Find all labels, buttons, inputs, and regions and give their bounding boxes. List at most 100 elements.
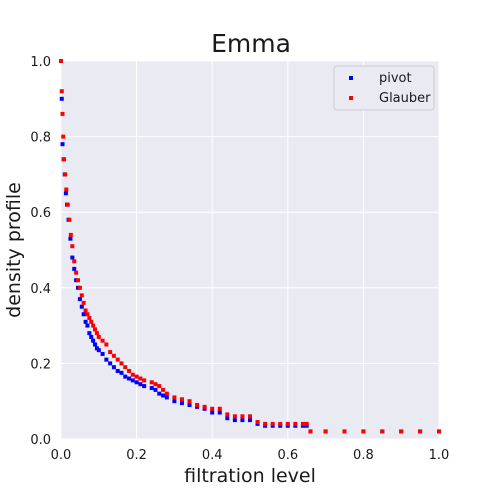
data-point: [72, 266, 77, 271]
data-point: [62, 157, 67, 162]
data-point: [81, 312, 86, 317]
data-point: [232, 418, 237, 423]
data-point: [79, 293, 84, 298]
data-point: [68, 236, 73, 241]
data-point: [157, 391, 162, 396]
data-point: [225, 416, 230, 421]
data-point: [437, 429, 441, 434]
data-point: [94, 331, 99, 336]
data-point: [130, 372, 135, 377]
data-point: [85, 312, 90, 317]
data-point: [123, 374, 128, 379]
data-point: [91, 323, 96, 328]
data-point: [217, 410, 222, 415]
data-point: [89, 319, 94, 324]
data-point: [300, 421, 305, 426]
data-point: [142, 378, 147, 383]
data-point: [60, 142, 65, 147]
data-point: [240, 414, 245, 419]
data-point: [127, 368, 132, 373]
data-point: [240, 418, 245, 423]
data-points: [59, 59, 441, 434]
data-point: [149, 380, 154, 385]
data-point: [65, 202, 70, 207]
data-point: [179, 397, 184, 402]
data-point: [68, 232, 73, 237]
x-tick-label: 0.2: [126, 448, 147, 463]
data-point: [285, 421, 290, 426]
data-point: [418, 429, 423, 434]
legend-marker-glauber: [349, 96, 353, 100]
data-point: [308, 429, 313, 434]
data-point: [164, 391, 169, 396]
data-point: [153, 382, 158, 387]
legend-marker-pivot: [349, 76, 353, 80]
data-point: [81, 300, 86, 305]
data-point: [323, 429, 328, 434]
data-point: [161, 393, 166, 398]
x-tick-label: 0.8: [353, 448, 374, 463]
data-point: [187, 399, 192, 404]
data-point: [304, 421, 309, 426]
data-point: [63, 191, 68, 196]
x-tick-label: 0.0: [51, 448, 72, 463]
data-point: [225, 412, 230, 417]
data-point: [232, 414, 237, 419]
legend-label-pivot: pivot: [379, 71, 412, 86]
data-point: [142, 384, 147, 389]
data-point: [111, 353, 116, 358]
data-point: [248, 414, 252, 419]
data-point: [104, 342, 109, 347]
legend: pivot Glauber: [333, 65, 435, 111]
data-point: [153, 387, 158, 392]
data-point: [134, 374, 139, 379]
data-point: [60, 111, 65, 116]
data-point: [127, 376, 132, 381]
data-point: [72, 259, 77, 264]
x-axis-label: filtration level: [184, 465, 316, 487]
data-point: [210, 410, 215, 415]
data-point: [89, 334, 94, 339]
data-point: [138, 376, 143, 381]
data-point: [93, 327, 98, 332]
data-point: [70, 255, 75, 260]
data-point: [138, 382, 143, 387]
x-tick-label: 1.0: [429, 448, 450, 463]
data-point: [77, 297, 82, 302]
data-point: [108, 361, 113, 366]
data-point: [270, 421, 275, 426]
legend-label-glauber: Glauber: [379, 91, 431, 106]
data-point: [70, 244, 75, 249]
data-point: [100, 351, 105, 356]
data-point: [172, 399, 177, 404]
data-point: [67, 217, 72, 222]
data-point: [161, 387, 166, 392]
data-point: [248, 418, 252, 423]
data-point: [64, 187, 69, 192]
data-point: [342, 429, 347, 434]
x-tick-label: 0.6: [277, 448, 298, 463]
y-axis-label: density profile: [3, 182, 25, 318]
data-point: [119, 361, 124, 366]
data-point: [123, 365, 128, 370]
legend-box: [333, 65, 435, 111]
data-point: [130, 378, 135, 383]
axis-ticks: 0.0 0.2 0.4 0.6 0.8 1.0 0.0 0.2 0.4 0.6 0.8 1.0: [30, 55, 449, 463]
data-point: [96, 348, 101, 353]
data-point: [179, 401, 184, 406]
data-point: [293, 421, 298, 426]
data-point: [108, 350, 113, 355]
data-point: [172, 395, 177, 400]
data-point: [134, 380, 139, 385]
y-tick-label: 0.0: [30, 433, 51, 448]
x-tick-label: 0.4: [202, 448, 223, 463]
data-point: [87, 316, 92, 321]
y-tick-label: 0.2: [30, 357, 51, 372]
data-point: [76, 278, 81, 283]
y-tick-label: 0.4: [30, 282, 51, 297]
data-point: [263, 421, 268, 426]
y-tick-label: 1.0: [30, 55, 51, 70]
data-point: [79, 304, 84, 309]
data-point: [96, 334, 101, 339]
